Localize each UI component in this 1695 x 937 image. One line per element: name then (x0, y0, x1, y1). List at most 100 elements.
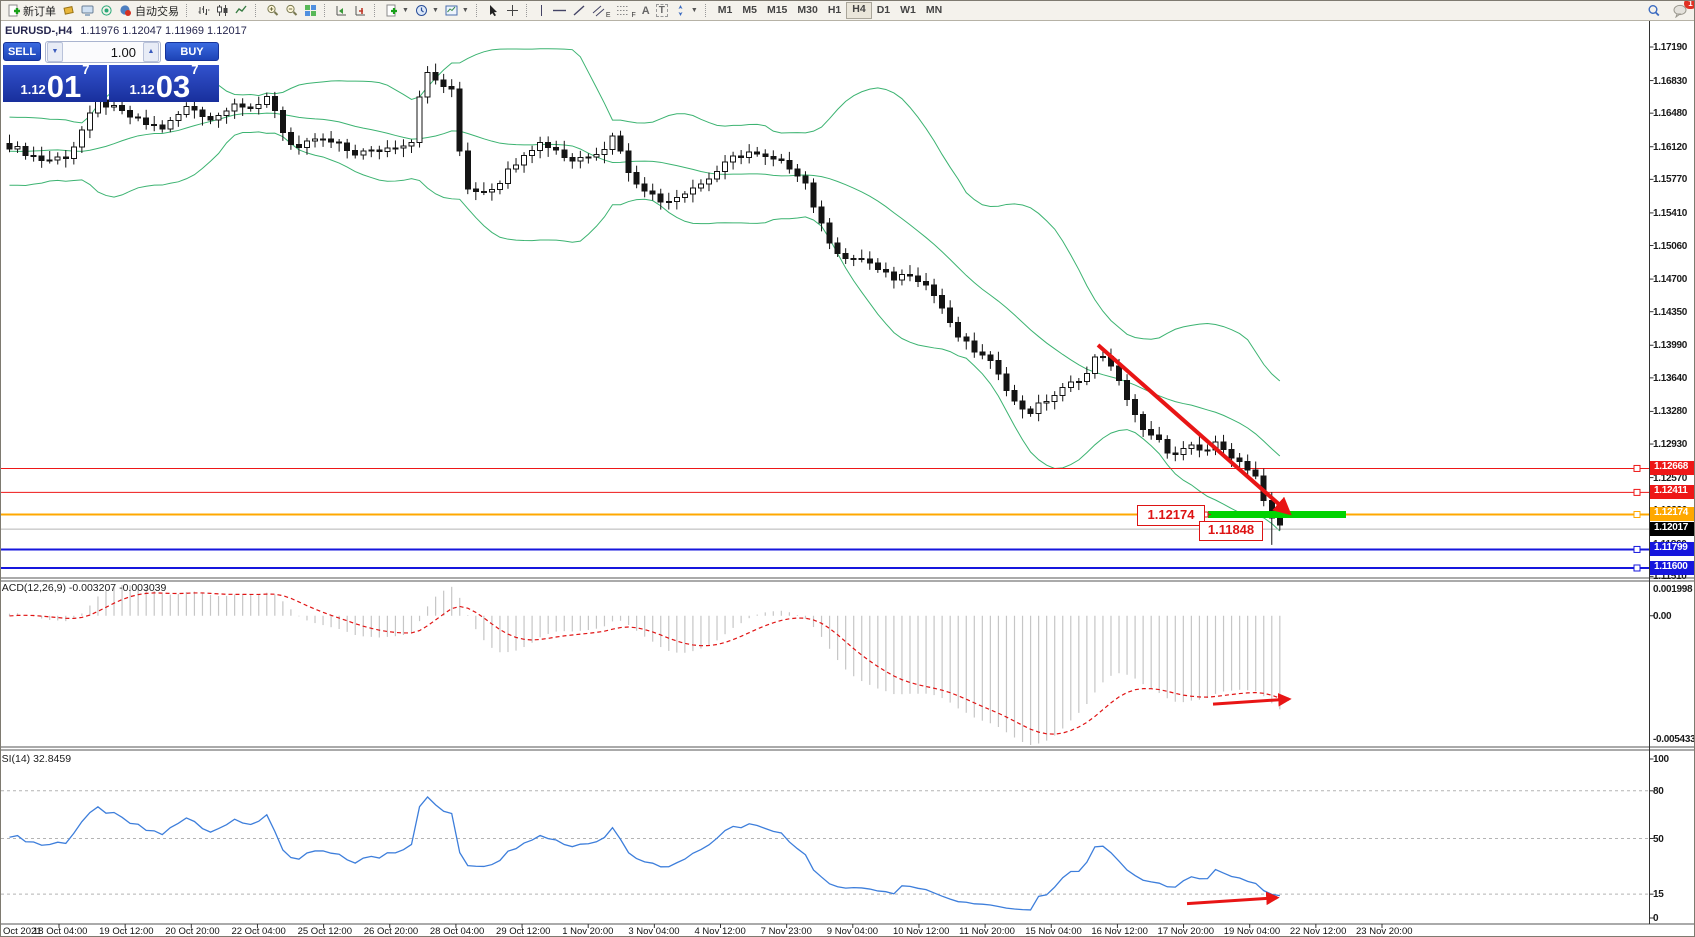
line-chart-button[interactable] (232, 2, 251, 20)
candle-body (1244, 460, 1251, 471)
candle-body (625, 150, 632, 173)
vertical-line-button[interactable] (534, 2, 549, 20)
candle-body (1043, 401, 1050, 404)
buy-button[interactable]: BUY (165, 42, 219, 61)
line-anchor-handle[interactable] (1633, 488, 1641, 496)
volume-spinner[interactable]: ▼ 1.00 ▲ (45, 41, 161, 63)
auto-scroll-button[interactable] (332, 2, 351, 20)
notifications-button[interactable]: 1 (1670, 1, 1694, 20)
candle-body (641, 183, 648, 192)
line-anchor-handle[interactable] (1633, 464, 1641, 472)
candle-body (1051, 394, 1058, 403)
callout-anchor (1202, 511, 1209, 518)
text-label-button[interactable]: T (653, 2, 671, 20)
channel-letter: E (605, 11, 611, 19)
candle-body (416, 96, 423, 143)
tile-windows-button[interactable] (301, 2, 320, 20)
tab-timeframe-h4[interactable]: H4 (846, 2, 872, 19)
templates-button[interactable]: ▼ (442, 2, 472, 20)
notification-badge: 1 (1684, 1, 1694, 9)
signal-icon (100, 4, 113, 17)
candle-body (1204, 449, 1211, 452)
line-anchor-handle[interactable] (1633, 564, 1641, 572)
line-anchor-handle[interactable] (1633, 545, 1641, 553)
candle-body (730, 155, 737, 163)
zoom-in-button[interactable] (263, 2, 282, 20)
candle-body (1140, 413, 1147, 430)
text-button[interactable]: A (639, 2, 653, 20)
terminal-button[interactable] (78, 2, 97, 20)
horizontal-line-button[interactable] (549, 2, 570, 20)
cursor-button[interactable] (484, 2, 503, 20)
candle-body (979, 351, 986, 356)
chart-shift-button[interactable] (351, 2, 370, 20)
tab-timeframe-mn[interactable]: MN (925, 4, 943, 16)
candle-body (754, 151, 761, 155)
candle-body (705, 178, 712, 185)
tab-timeframe-w1[interactable]: W1 (900, 4, 916, 16)
candle-body (971, 340, 978, 353)
new-order-label: 新订单 (23, 5, 56, 18)
tab-timeframe-h1[interactable]: H1 (827, 4, 842, 16)
downtrend-arrow[interactable] (1096, 343, 1292, 516)
bollinger-lower-band (9, 131, 1281, 532)
bar-chart-button[interactable] (194, 2, 213, 20)
candle-body (714, 171, 721, 180)
candle-body (320, 138, 327, 141)
search-button[interactable] (1644, 2, 1664, 20)
tab-timeframe-d1[interactable]: D1 (876, 4, 891, 16)
candle-body (585, 156, 592, 159)
candle-body (633, 171, 640, 185)
candlestick-chart-button[interactable] (213, 2, 232, 20)
candle-body (1236, 457, 1243, 462)
chevron-down-icon: ▼ (461, 7, 469, 14)
support-zone-highlight[interactable] (1208, 511, 1346, 518)
signals-button[interactable] (97, 2, 116, 20)
volume-value[interactable]: 1.00 (110, 44, 136, 60)
buy-price-display[interactable]: 1.12 03 7 (109, 63, 219, 102)
toolbar-separator (475, 4, 480, 17)
autotrade-button[interactable]: 自动交易 (116, 2, 182, 20)
fibonacci-button[interactable]: F (613, 2, 638, 20)
volume-decrease-button[interactable]: ▼ (47, 42, 63, 62)
tab-timeframe-m1[interactable]: M1 (717, 4, 733, 16)
tab-timeframe-m5[interactable]: M5 (742, 4, 757, 16)
market-watch-button[interactable] (59, 2, 78, 20)
arrows-button[interactable]: ▼ (671, 2, 701, 20)
tab-timeframe-m30[interactable]: M30 (797, 4, 818, 16)
equidistant-channel-button[interactable]: E (589, 2, 614, 20)
toolbar-separator (324, 4, 328, 17)
candle-body (915, 275, 922, 282)
new-chart-button[interactable]: ▼ (382, 2, 412, 20)
candle-body (955, 321, 962, 338)
bollinger-middle-band (9, 112, 1281, 457)
candle-body (1172, 452, 1179, 455)
candle-body (1276, 517, 1283, 526)
trendline-button[interactable] (570, 2, 589, 20)
bollinger-upper-band (9, 48, 1281, 382)
candle-body (303, 140, 310, 148)
rsi-direction-arrow[interactable] (1186, 891, 1280, 906)
crosshair-button[interactable] (503, 2, 522, 20)
toolbar-separator (255, 4, 259, 17)
candle-body (1027, 408, 1034, 414)
candle-body (352, 149, 359, 156)
sell-button[interactable]: SELL (3, 42, 41, 61)
line-anchor-handle[interactable] (1633, 510, 1641, 518)
tab-timeframe-m15[interactable]: M15 (766, 4, 788, 16)
candle-body (874, 262, 881, 271)
candle-body (127, 109, 134, 118)
zoom-out-button[interactable] (282, 2, 301, 20)
sell-price-display[interactable]: 1.12 01 7 (3, 63, 107, 102)
candle-body (30, 155, 37, 158)
candle-body (86, 112, 93, 131)
new-order-button[interactable]: 新订单 (4, 2, 59, 20)
candle-body (223, 110, 230, 117)
candle-body (866, 258, 873, 264)
macd-direction-arrow[interactable] (1212, 693, 1292, 707)
candle-body (1156, 434, 1163, 441)
volume-increase-button[interactable]: ▲ (143, 42, 159, 62)
periods-button[interactable]: ▼ (412, 2, 442, 20)
gold-icon (62, 4, 75, 17)
